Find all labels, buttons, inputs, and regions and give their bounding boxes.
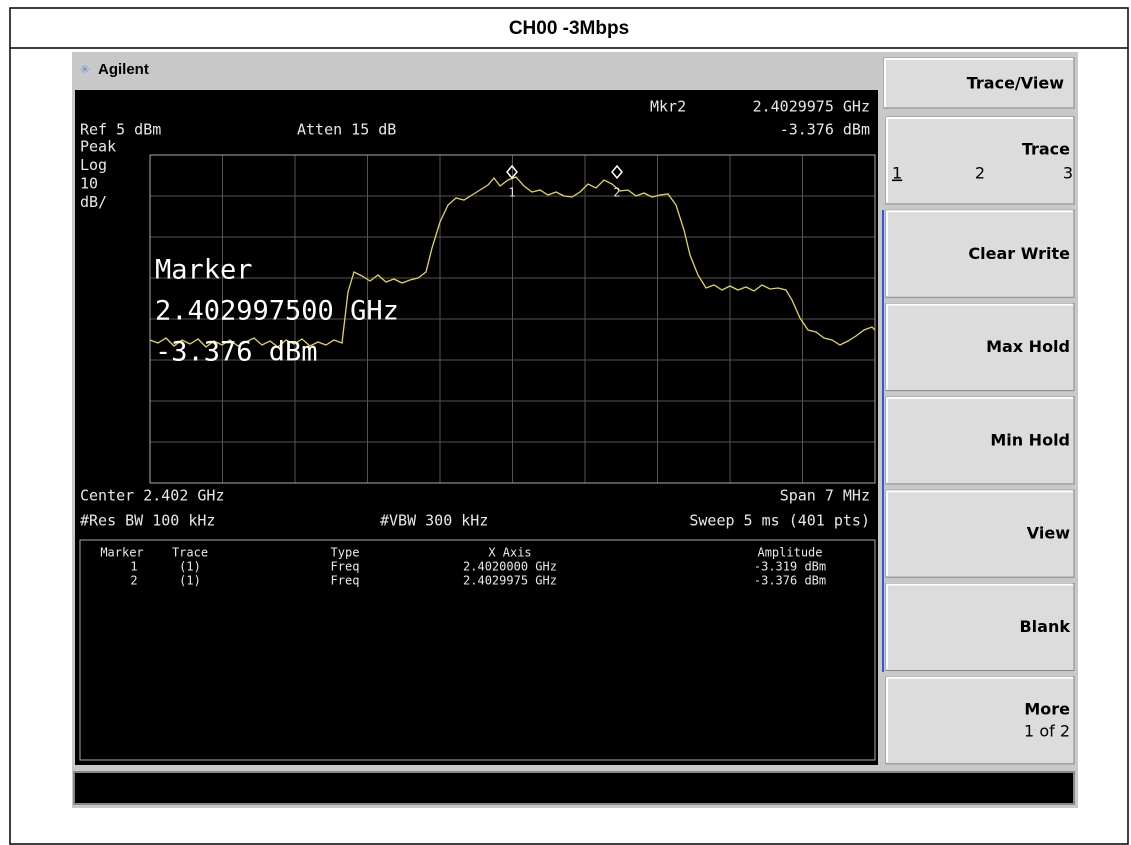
table-cell: 1	[130, 560, 137, 574]
softkey-option: 3	[1063, 164, 1073, 183]
softkey-sub: 1 of 2	[1024, 721, 1070, 740]
softkey-option: 2	[975, 164, 985, 183]
table-cell: (1)	[179, 574, 201, 588]
marker-diamond	[506, 164, 518, 180]
softkey-option: 1	[892, 164, 902, 183]
res-bw: #Res BW 100 kHz	[80, 512, 215, 530]
vbw: #VBW 300 kHz	[380, 512, 488, 530]
active-marker: 2.402997500 GHz	[155, 296, 399, 327]
softkeys: Trace/View Trace 1 2 3 Clear Write Max Hold Min…	[883, 57, 1075, 765]
scale-label: 10	[80, 175, 98, 193]
scale-label: dB/	[80, 193, 107, 211]
softkey[interactable]	[885, 396, 1075, 485]
table-cell: Freq	[331, 574, 360, 588]
bevel	[886, 210, 1073, 297]
marker-table-box	[79, 539, 876, 761]
table-header: X Axis	[488, 546, 531, 560]
logo: ✳	[80, 59, 90, 78]
softkey[interactable]	[885, 583, 1075, 671]
marker-diamond	[611, 164, 623, 180]
table-cell: -3.319 dBm	[754, 560, 826, 574]
scale-label: Peak	[80, 138, 116, 156]
table-header: Marker	[100, 546, 143, 560]
status-bar	[73, 771, 1075, 805]
bevel	[884, 58, 1073, 107]
softkey[interactable]	[885, 676, 1075, 765]
softkey-label: More	[1024, 699, 1070, 718]
table-cell: 2	[130, 574, 137, 588]
table-cell: (1)	[179, 560, 201, 574]
softkey[interactable]	[885, 303, 1075, 392]
marker-readout-amplitude: -3.376 dBm	[780, 121, 870, 139]
bevel	[886, 583, 1073, 670]
table-header: Type	[331, 546, 360, 560]
softkey-label: View	[1027, 524, 1070, 543]
bevel	[886, 303, 1073, 390]
marker-number: 1	[508, 186, 515, 200]
bevel	[886, 490, 1073, 577]
softkey[interactable]	[885, 116, 1075, 205]
graticule-border	[149, 154, 876, 484]
softkey-label: Trace	[1022, 140, 1070, 159]
active-marker: -3.376 dBm	[155, 337, 318, 368]
softkey[interactable]	[885, 209, 1075, 298]
scale-label: Log	[80, 156, 107, 174]
softkey-label: Clear Write	[968, 244, 1070, 263]
softkey[interactable]	[885, 489, 1075, 578]
active-marker: Marker	[155, 255, 253, 286]
softkey-label: Min Hold	[990, 430, 1070, 449]
graticule	[150, 155, 875, 483]
marker-readout-freq: 2.4029975 GHz	[753, 98, 870, 116]
table-header: Trace	[172, 546, 208, 560]
center: Center 2.402 GHz	[80, 487, 225, 505]
table-header: Amplitude	[757, 546, 822, 560]
table-cell: 2.4020000 GHz	[463, 560, 557, 574]
table-cell: -3.376 dBm	[754, 574, 826, 588]
span: Span 7 MHz	[780, 487, 870, 505]
bevel	[886, 396, 1073, 483]
marker-number: 2	[613, 186, 620, 200]
bevel	[886, 117, 1073, 203]
softkey-title-box	[883, 57, 1075, 109]
ref-level: Ref 5 dBm	[80, 121, 161, 139]
softkey-label: Max Hold	[986, 337, 1070, 356]
marker-readout-label: Mkr2	[650, 98, 686, 116]
bevel	[886, 676, 1073, 763]
attenuation: Atten 15 dB	[297, 121, 396, 139]
display	[75, 90, 878, 765]
sweep: Sweep 5 ms (401 pts)	[689, 512, 870, 530]
table-cell: Freq	[331, 560, 360, 574]
table-cell: 2.4029975 GHz	[463, 574, 557, 588]
softkey-title: Trace/View	[967, 74, 1064, 93]
brand: Agilent	[98, 61, 149, 78]
page-title: CH00 -3Mbps	[509, 18, 629, 39]
softkey-label: Blank	[1019, 617, 1070, 636]
